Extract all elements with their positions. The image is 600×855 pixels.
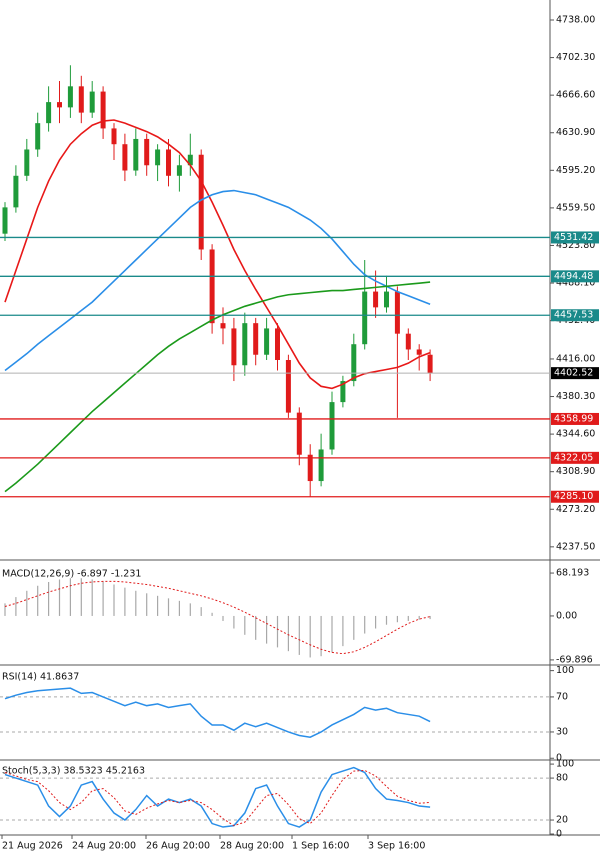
candle-body xyxy=(24,149,30,176)
candle-body xyxy=(78,86,84,113)
candle-body xyxy=(416,349,422,355)
y-tick-label: 4595.20 xyxy=(556,165,595,176)
y-tick-label: 100 xyxy=(556,759,574,770)
y-tick-label: 4308.90 xyxy=(556,466,595,477)
candle-body xyxy=(209,249,215,324)
y-tick-label: 4416.00 xyxy=(556,353,595,364)
candle-body xyxy=(144,138,150,166)
candle-body xyxy=(111,128,117,145)
x-tick-label: 3 Sep 16:00 xyxy=(368,841,425,852)
level-label-box xyxy=(551,451,599,464)
x-tick-label: 24 Aug 20:00 xyxy=(72,841,136,852)
level-label-box xyxy=(551,309,599,322)
y-tick-label: 0.00 xyxy=(556,610,577,621)
candle-body xyxy=(275,328,280,360)
indicator-title: Stoch(5,3,3) 38.5323 45.2163 xyxy=(2,766,145,777)
indicator-title: RSI(14) 41.8637 xyxy=(2,672,79,683)
candle-body xyxy=(13,175,19,208)
level-label: 4531.42 xyxy=(554,232,593,243)
level-label: 4322.05 xyxy=(554,452,593,463)
candle-body xyxy=(133,138,139,171)
indicator-line xyxy=(4,769,431,827)
candle-body xyxy=(231,328,237,366)
candle-body xyxy=(394,291,400,334)
y-tick-label: 20 xyxy=(556,815,568,826)
last-price-label: 4402.52 xyxy=(554,368,593,379)
candle-body xyxy=(329,402,335,450)
y-tick-label: 4666.60 xyxy=(556,90,595,101)
candle-body xyxy=(384,291,389,308)
indicator-line xyxy=(4,687,431,738)
candle-body xyxy=(307,454,313,482)
candle-body xyxy=(362,291,368,345)
indicator-line xyxy=(4,766,431,828)
moving-average xyxy=(4,281,431,493)
x-tick-label: 1 Sep 16:00 xyxy=(292,841,349,852)
x-tick-label: 26 Aug 20:00 xyxy=(146,841,210,852)
y-tick-label: 4380.30 xyxy=(556,391,595,402)
candle-body xyxy=(2,207,8,234)
candle-body xyxy=(373,291,379,308)
y-tick-label: 4738.00 xyxy=(556,15,595,26)
candle-body xyxy=(427,354,433,374)
candle-body xyxy=(318,449,324,482)
candle-body xyxy=(340,381,346,403)
level-label: 4358.99 xyxy=(554,413,593,424)
y-tick-label: 4344.60 xyxy=(556,429,595,440)
y-tick-label: -69.896 xyxy=(556,654,593,665)
candle-body xyxy=(100,91,106,129)
y-tick-label: 30 xyxy=(556,726,568,737)
y-tick-label: 4559.50 xyxy=(556,202,595,213)
y-tick-label: 4523.80 xyxy=(556,240,595,251)
y-tick-label: 68.193 xyxy=(556,568,589,579)
y-tick-label: 4237.50 xyxy=(556,541,595,552)
candle-body xyxy=(296,412,302,455)
candle-body xyxy=(67,86,73,108)
candle-body xyxy=(351,344,357,382)
y-tick-label: 4702.30 xyxy=(556,52,595,63)
y-tick-label: 80 xyxy=(556,773,568,784)
candle-body xyxy=(285,360,291,413)
level-label: 4285.10 xyxy=(554,491,593,502)
candle-body xyxy=(122,144,128,171)
y-tick-label: 70 xyxy=(556,691,568,702)
candle-body xyxy=(198,154,204,250)
moving-average xyxy=(4,119,431,390)
candle-body xyxy=(405,333,411,350)
candle-body xyxy=(155,149,161,166)
candle-body xyxy=(264,328,270,355)
level-label-box xyxy=(551,231,599,244)
level-label: 4494.48 xyxy=(554,271,593,282)
last-price-box xyxy=(551,367,599,380)
candle-body xyxy=(35,123,41,150)
x-tick-label: 21 Aug 2026 xyxy=(2,841,63,852)
y-tick-label: 4630.90 xyxy=(556,127,595,138)
level-label-box xyxy=(551,412,599,425)
candle-body xyxy=(220,323,226,329)
candle-body xyxy=(242,323,248,366)
y-tick-label: 100 xyxy=(556,665,574,676)
candle-body xyxy=(253,323,259,355)
x-tick-label: 28 Aug 20:00 xyxy=(220,841,284,852)
candle-body xyxy=(166,149,171,176)
y-tick-label: 0 xyxy=(556,753,562,764)
indicator-title: MACD(12,26,9) -6.897 -1.231 xyxy=(2,569,141,580)
candle-body xyxy=(176,165,182,176)
y-tick-label: 0 xyxy=(556,829,562,840)
level-label: 4457.53 xyxy=(554,310,593,321)
candle-body xyxy=(187,154,193,166)
level-label-box xyxy=(551,490,599,503)
level-label-box xyxy=(551,270,599,283)
candle-body xyxy=(46,102,52,124)
candle-body xyxy=(89,91,95,113)
y-tick-label: 4273.20 xyxy=(556,504,595,515)
candle-body xyxy=(57,102,62,108)
y-tick-label: 4488.10 xyxy=(556,278,595,289)
